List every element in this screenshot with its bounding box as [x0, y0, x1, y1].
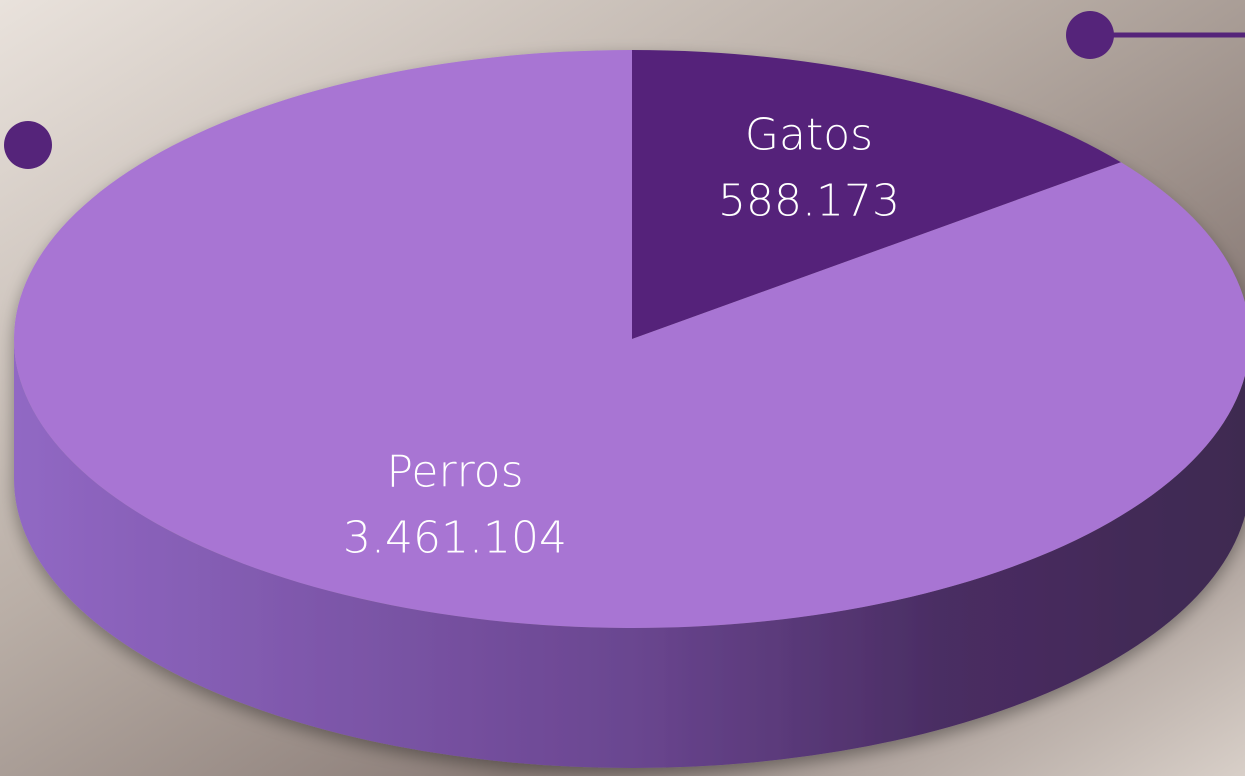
- value-label: 3.461.104: [343, 513, 567, 564]
- chart: Gatos 588.173 Perros 3.461.104: [0, 0, 1245, 776]
- decor-dot: [1066, 11, 1114, 59]
- decor-dot: [4, 121, 52, 169]
- slice-label: Perros: [386, 447, 523, 498]
- slice-label: Gatos: [745, 109, 873, 160]
- pie: [14, 50, 1245, 768]
- value-label: 588.173: [718, 175, 900, 226]
